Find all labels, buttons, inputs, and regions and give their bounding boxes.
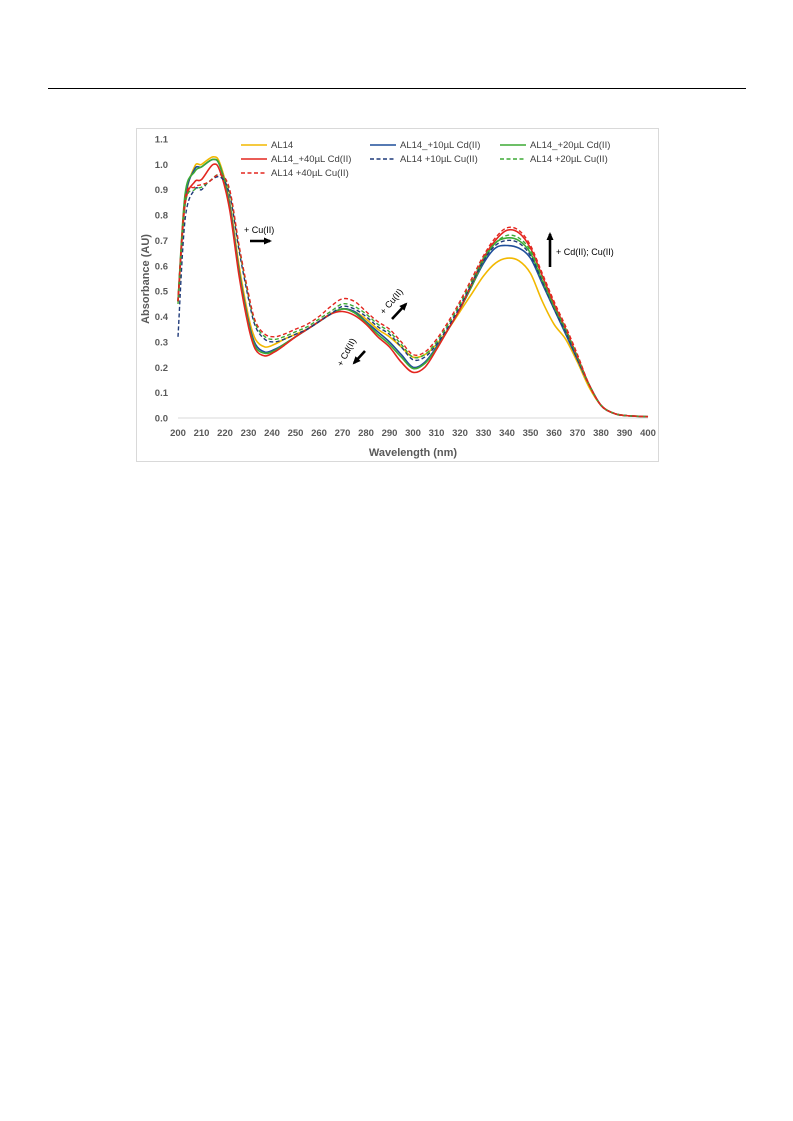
annotations: + Cu(II)+ Cu(II)+ Cd(II)+ Cd(II); Cu(II) (244, 225, 614, 368)
x-tick-label: 280 (358, 428, 374, 439)
x-tick-label: 220 (217, 428, 233, 439)
x-tick-label: 290 (382, 428, 398, 439)
y-tick-label: 1.1 (155, 135, 169, 146)
x-tick-label: 200 (170, 428, 186, 439)
series-line-1 (177, 155, 649, 418)
series-lines (177, 155, 649, 418)
annotation-arrow-right (250, 237, 272, 245)
x-tick-label: 240 (264, 428, 280, 439)
spectrum-chart: 200 210 220 230 240 250 260 270 280 290 300 310 320 3… (140, 135, 656, 460)
legend-label: AL14_+40µL Cd(II) (271, 154, 351, 165)
annotation-label: + Cd(II); Cu(II) (556, 247, 614, 257)
x-tick-label: 270 (335, 428, 351, 439)
x-tick-label: 390 (617, 428, 633, 439)
y-tick-label: 0.1 (155, 388, 169, 399)
x-tick-label: 210 (194, 428, 210, 439)
x-tick-label: 230 (241, 428, 257, 439)
x-tick-label: 310 (429, 428, 445, 439)
annotation-arrow-up (546, 232, 554, 267)
legend: AL14 AL14_+10µL Cd(II) AL14_+20µL Cd(II) AL… (241, 140, 610, 179)
x-tick-label: 300 (405, 428, 421, 439)
y-tick-label: 0.9 (155, 185, 168, 196)
x-tick-label: 260 (311, 428, 327, 439)
legend-label: AL14 (271, 140, 293, 151)
y-tick-label: 0.6 (155, 261, 168, 272)
x-axis-title: Wavelength (nm) (369, 447, 458, 459)
y-tick-label: 0.5 (155, 287, 169, 298)
y-tick-label: 0.3 (155, 337, 168, 348)
x-tick-label: 400 (640, 428, 656, 439)
x-tick-label: 320 (452, 428, 468, 439)
x-tick-label: 340 (499, 428, 515, 439)
annotation-arrow-down-left (352, 350, 366, 365)
legend-label: AL14 +40µL Cu(II) (271, 168, 349, 179)
x-tick-label: 370 (570, 428, 586, 439)
page-header-rule (48, 88, 746, 89)
annotation-label: + Cu(II) (378, 287, 405, 317)
series-line-5 (177, 175, 649, 418)
x-tick-label: 250 (288, 428, 304, 439)
series-line-4 (177, 163, 649, 418)
x-tick-label: 360 (546, 428, 562, 439)
legend-label: AL14_+10µL Cd(II) (400, 140, 480, 151)
legend-label: AL14 +10µL Cu(II) (400, 154, 478, 165)
y-tick-label: 0.2 (155, 363, 168, 374)
series-line-7 (177, 173, 649, 418)
y-tick-label: 0.7 (155, 236, 168, 247)
y-tick-labels: 0.0 0.1 0.2 0.3 0.4 0.5 0.6 0.7 0.8 0.9 1.0 1.1 (155, 135, 169, 425)
x-tick-label: 380 (593, 428, 609, 439)
y-tick-label: 1.0 (155, 160, 168, 171)
y-axis-title: Absorbance (AU) (140, 234, 152, 324)
series-line-2 (177, 158, 649, 418)
x-tick-label: 330 (476, 428, 492, 439)
y-tick-label: 0.8 (155, 211, 168, 222)
annotation-label: + Cu(II) (244, 225, 274, 235)
annotation-arrow-up-right (391, 302, 408, 320)
series-line-3 (177, 158, 649, 418)
x-tick-labels: 200 210 220 230 240 250 260 270 280 290 300 310 320 3… (170, 428, 656, 439)
uv-vis-spectrum-figure: 200 210 220 230 240 250 260 270 280 290 300 310 320 3… (136, 128, 659, 462)
x-tick-label: 350 (523, 428, 539, 439)
legend-label: AL14_+20µL Cd(II) (530, 140, 610, 151)
legend-label: AL14 +20µL Cu(II) (530, 154, 608, 165)
y-tick-label: 0.4 (155, 312, 169, 323)
y-tick-label: 0.0 (155, 414, 168, 425)
